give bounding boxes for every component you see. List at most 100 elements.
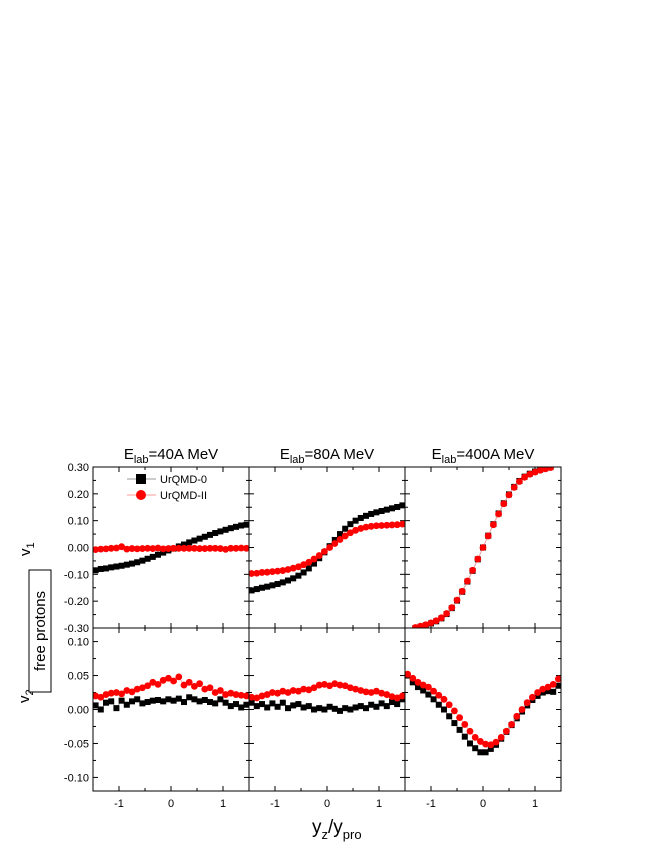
data-point-urqmd-ii (432, 617, 440, 625)
data-point-urqmd-0 (305, 703, 312, 710)
data-point-urqmd-0 (337, 531, 343, 538)
data-point-urqmd-ii (474, 555, 482, 563)
data-point-urqmd-ii (331, 680, 339, 688)
data-point-urqmd-ii (508, 721, 515, 728)
data-point-urqmd-ii (113, 689, 120, 696)
data-point-urqmd-0 (155, 696, 161, 703)
data-point-urqmd-ii (206, 684, 214, 692)
data-point-urqmd-0 (326, 703, 333, 710)
data-point-urqmd-ii (393, 521, 401, 529)
legend-label: UrQMD-II (160, 490, 207, 502)
data-point-urqmd-ii (237, 691, 245, 699)
x-tick-label: -1 (270, 798, 280, 810)
data-point-urqmd-ii (284, 566, 292, 573)
data-point-urqmd-ii (139, 684, 146, 692)
data-point-urqmd-ii (362, 688, 370, 696)
data-point-urqmd-ii (495, 510, 502, 518)
data-point-urqmd-ii (97, 693, 105, 701)
data-point-urqmd-0 (108, 564, 115, 571)
data-point-urqmd-0 (274, 580, 281, 587)
data-point-urqmd-ii (484, 532, 492, 540)
data-point-urqmd-ii (133, 545, 141, 553)
data-point-urqmd-ii (107, 689, 115, 697)
data-point-urqmd-ii (399, 520, 405, 528)
data-point-urqmd-0 (93, 567, 99, 574)
data-point-urqmd-ii (300, 685, 307, 693)
data-points (249, 502, 405, 594)
x-axis-label-mid: /y (328, 817, 343, 838)
data-point-urqmd-0 (337, 707, 343, 714)
data-point-urqmd-0 (186, 694, 193, 701)
data-point-urqmd-0 (249, 699, 255, 706)
data-points (405, 670, 561, 756)
data-point-urqmd-ii (149, 545, 157, 552)
data-point-urqmd-ii (217, 545, 224, 552)
data-point-urqmd-ii (518, 706, 526, 713)
data-point-urqmd-0 (300, 569, 307, 576)
data-point-urqmd-0 (394, 503, 401, 510)
column-titles: Elab=40A MeV Elab=80A MeV Elab=400A MeV (124, 446, 535, 466)
data-point-urqmd-ii (393, 694, 401, 702)
data-point-urqmd-ii (352, 685, 359, 693)
y-tick-label: -0.10 (64, 772, 89, 784)
data-point-urqmd-0 (378, 700, 385, 707)
data-point-urqmd-ii (445, 701, 453, 709)
data-point-urqmd-ii (154, 544, 162, 552)
data-point-urqmd-ii (414, 678, 422, 686)
data-point-urqmd-ii (453, 596, 461, 604)
data-point-urqmd-ii (118, 690, 125, 698)
data-point-urqmd-0 (212, 530, 219, 537)
side-label-box: free protons (28, 569, 52, 693)
data-point-urqmd-0 (259, 584, 265, 591)
data-point-urqmd-0 (357, 514, 364, 521)
column-title: Elab=40A MeV (124, 446, 218, 466)
data-point-urqmd-ii (492, 738, 500, 746)
data-point-urqmd-ii (217, 687, 224, 694)
data-point-urqmd-ii (253, 569, 261, 577)
data-point-urqmd-ii (417, 622, 424, 628)
data-point-urqmd-ii (295, 687, 302, 695)
data-point-urqmd-0 (134, 559, 141, 566)
data-point-urqmd-0 (243, 701, 249, 708)
data-point-urqmd-0 (311, 560, 317, 567)
panel-frame (404, 627, 562, 792)
x-axis-label-sub1: z (322, 827, 329, 842)
data-point-urqmd-0 (352, 517, 359, 524)
data-point-urqmd-ii (383, 691, 391, 698)
data-point-urqmd-ii (505, 491, 513, 499)
data-point-urqmd-ii (274, 567, 281, 575)
data-point-urqmd-ii (526, 470, 534, 478)
data-point-urqmd-0 (160, 698, 167, 705)
data-point-urqmd-ii (464, 577, 471, 585)
data-point-urqmd-ii (466, 727, 474, 735)
data-point-urqmd-ii (341, 682, 349, 690)
data-point-urqmd-ii (523, 699, 531, 707)
data-point-urqmd-0 (383, 506, 390, 513)
x-tick-label: -1 (114, 798, 124, 810)
column-title-rest: =400A MeV (456, 446, 534, 463)
data-point-urqmd-0 (97, 706, 104, 713)
y-tick-label: -0.30 (64, 623, 89, 635)
column-title-rest: =80A MeV (305, 446, 375, 463)
x-axis-label-main: y (312, 817, 322, 838)
column-title-rest: =40A MeV (149, 446, 219, 463)
data-point-urqmd-ii (97, 545, 105, 553)
panel (404, 466, 562, 629)
data-point-urqmd-ii (388, 521, 396, 529)
data-point-urqmd-0 (264, 704, 271, 711)
column-title-sub: lab (290, 454, 305, 466)
data-point-urqmd-ii (451, 707, 458, 715)
data-point-urqmd-ii (521, 473, 528, 481)
data-point-urqmd-ii (300, 561, 307, 569)
data-point-urqmd-ii (500, 500, 508, 508)
x-tick-label: 0 (480, 798, 486, 810)
data-point-urqmd-0 (467, 740, 473, 747)
data-point-urqmd-ii (123, 545, 131, 553)
data-point-urqmd-0 (285, 577, 291, 584)
data-point-urqmd-0 (399, 502, 405, 509)
data-point-urqmd-0 (331, 705, 338, 712)
data-point-urqmd-ii (510, 483, 518, 491)
data-point-urqmd-ii (529, 693, 536, 701)
data-point-urqmd-0 (217, 696, 224, 703)
